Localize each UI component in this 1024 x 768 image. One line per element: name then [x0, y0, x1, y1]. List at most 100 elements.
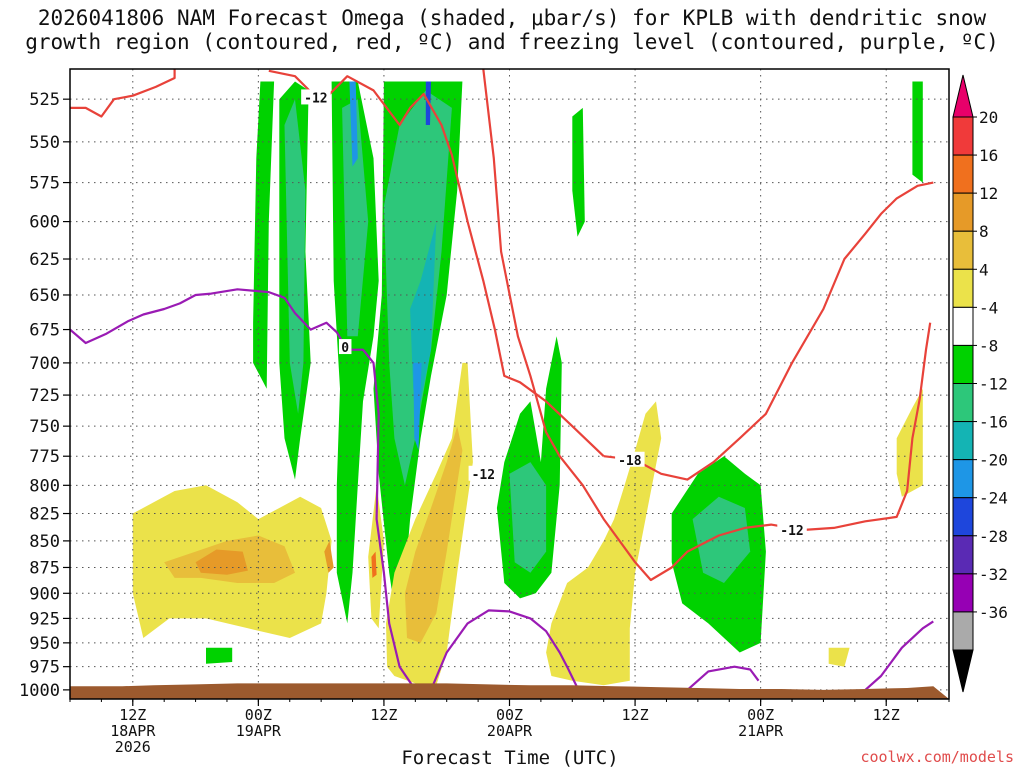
y-tick-label-875: 875	[29, 558, 60, 578]
y-tick-label-850: 850	[29, 532, 60, 552]
contour-line-4	[603, 181, 934, 481]
axes: 525 550 575 600 625 650 675 700 725 750 775 800 825 8…	[19, 90, 950, 756]
y-tick-label-550: 550	[29, 133, 60, 153]
omega-region-15	[349, 81, 358, 167]
y-tick-label-975: 975	[29, 658, 60, 678]
contour-line-2	[482, 69, 932, 582]
y-tick-label-675: 675	[29, 321, 60, 341]
terrain-fill	[70, 683, 949, 699]
colorbar-label-6: -8	[979, 336, 998, 355]
contour-label-bg	[301, 89, 331, 105]
y-tick-label-1000: 1000	[19, 681, 60, 701]
omega-region-13	[692, 496, 751, 583]
colorbar-top-arrow	[952, 74, 974, 118]
colorbar-swatch-4	[952, 268, 974, 308]
y-tick-label-650: 650	[29, 286, 60, 306]
omega-region-27	[324, 540, 334, 573]
colorbar-swatch-12	[952, 573, 974, 613]
x-tick-label-0-0: 12Z	[119, 706, 146, 724]
x-tick-label-5-1: 21APR	[738, 722, 784, 740]
omega-region-26	[195, 549, 248, 575]
colorbar-swatch-11	[952, 535, 974, 575]
x-tick-label-6-0: 12Z	[873, 706, 900, 724]
omega-region-14	[410, 221, 437, 402]
colorbar-swatch-5	[952, 306, 974, 346]
y-tick-label-575: 575	[29, 174, 60, 194]
contour-labels: -12 -12 -12 -18 0	[301, 89, 807, 539]
colorbar-label-8: -16	[979, 413, 1008, 432]
omega-region-7	[912, 81, 923, 183]
omega-region-12	[509, 462, 547, 573]
y-tick-label-750: 750	[29, 417, 60, 437]
y-tick-label-950: 950	[29, 634, 60, 654]
y-tick-label-600: 600	[29, 213, 60, 233]
y-tick-label-775: 775	[29, 447, 60, 467]
omega-region-25	[404, 426, 463, 643]
contour-line-6	[429, 609, 579, 691]
contour-label-3-0: -18	[618, 454, 642, 469]
omega-region-0	[253, 81, 275, 389]
y-tick-label-725: 725	[29, 386, 60, 406]
contour-line-8	[864, 620, 934, 691]
x-tick-label-3-1: 20APR	[487, 722, 533, 740]
x-tick-label-1-0: 00Z	[245, 706, 272, 724]
y-tick-label-700: 700	[29, 354, 60, 374]
contour-label-0-0: -12	[304, 91, 327, 106]
colorbar-swatch-7	[952, 383, 974, 423]
colorbar-swatch-3	[952, 230, 974, 270]
y-tick-label-525: 525	[29, 90, 60, 110]
chart-title-line2: growth region (contoured, red, ºC) and f…	[25, 30, 999, 54]
y-tick-label-625: 625	[29, 250, 60, 270]
x-tick-label-0-1: 18APR	[110, 722, 156, 740]
contour-line-5	[70, 288, 417, 691]
colorbar-label-13: -36	[979, 603, 1008, 622]
y-tick-label-900: 900	[29, 584, 60, 604]
terrain-area	[70, 683, 949, 699]
contour-label-5-0: 0	[341, 341, 349, 356]
colorbar-label-2: 12	[979, 184, 998, 203]
colorbar-label-4: 4	[979, 260, 989, 279]
y-tick-label-925: 925	[29, 609, 60, 629]
colorbar-swatch-10	[952, 497, 974, 537]
colorbar: 20 16 12 8 4 -4 -8 -12 -16 -20 -24 -28 -32 -36	[952, 74, 1008, 693]
colorbar-label-9: -20	[979, 451, 1008, 470]
x-tick-label-1-1: 19APR	[236, 722, 282, 740]
colorbar-label-7: -12	[979, 375, 1008, 394]
x-tick-label-4-0: 12Z	[622, 706, 649, 724]
colorbar-swatch-9	[952, 459, 974, 499]
colorbar-label-12: -32	[979, 565, 1008, 584]
x-tick-label-5-0: 00Z	[747, 706, 774, 724]
omega-region-4	[572, 107, 585, 237]
omega-region-19	[368, 485, 384, 629]
colorbar-label-0: 20	[979, 108, 998, 127]
x-axis-label: Forecast Time (UTC)	[401, 747, 618, 768]
chart-title-line1: 2026041806 NAM Forecast Omega (shaded, μ…	[37, 6, 987, 30]
x-tick-label-2-0: 12Z	[370, 706, 397, 724]
omega-region-11	[383, 90, 452, 486]
contour-label-bg	[777, 522, 807, 538]
omega-region-21	[546, 401, 662, 686]
contour-label-bg	[338, 339, 352, 355]
colorbar-label-5: -4	[979, 298, 998, 317]
x-tick-label-3-0: 00Z	[496, 706, 523, 724]
colorbar-swatch-6	[952, 344, 974, 384]
y-tick-label-825: 825	[29, 505, 60, 525]
credit-text: coolwx.com/models	[860, 748, 1014, 766]
contour-label-bg	[615, 451, 645, 467]
colorbar-label-1: 16	[979, 146, 998, 165]
colorbar-label-3: 8	[979, 222, 989, 241]
contour-label-bg	[468, 465, 499, 481]
contour-label-0-2: -12	[780, 524, 803, 539]
colorbar-swatch-8	[952, 421, 974, 461]
colorbar-label-11: -28	[979, 527, 1008, 546]
colorbar-label-10: -24	[979, 489, 1008, 508]
contour-label-0-1: -12	[472, 468, 495, 483]
colorbar-swatch-13	[952, 611, 974, 651]
colorbar-swatch-0	[952, 116, 974, 156]
omega-region-8	[206, 647, 233, 664]
colorbar-swatch-2	[952, 192, 974, 232]
y-tick-label-800: 800	[29, 476, 60, 496]
omega-region-10	[342, 99, 369, 337]
omega-region-9	[284, 99, 306, 414]
